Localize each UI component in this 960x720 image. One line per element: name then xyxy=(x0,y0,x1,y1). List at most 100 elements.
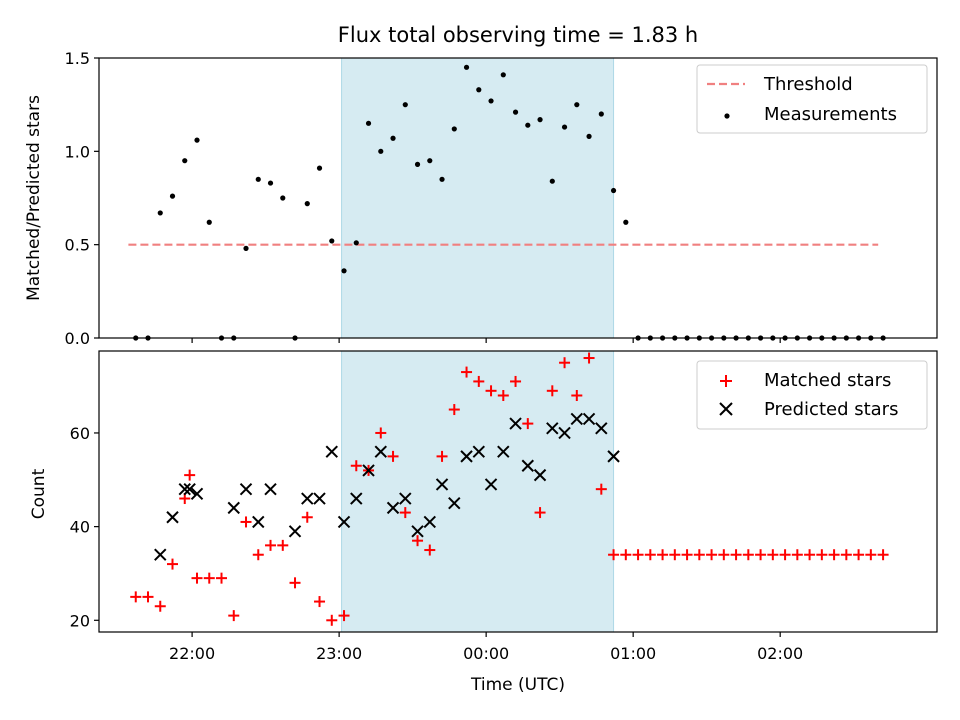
measurement-point xyxy=(476,87,482,93)
top-plot-frame xyxy=(98,57,938,339)
measurement-point xyxy=(169,193,176,199)
legend-measurements-label: Measurements xyxy=(764,104,897,125)
predicted-star-point xyxy=(521,459,535,472)
matched-star-point xyxy=(755,549,767,561)
matched-star-point xyxy=(877,549,889,561)
matched-star-point xyxy=(289,577,301,589)
predicted-star-point xyxy=(239,482,253,496)
measurement-point xyxy=(390,135,396,141)
matched-star-point xyxy=(767,549,779,561)
legend-predicted-label: Predicted stars xyxy=(764,399,898,420)
measurement-point xyxy=(488,98,494,104)
measurement-point xyxy=(365,120,372,126)
xtick-label: 01:00 xyxy=(610,644,656,663)
measurement-point xyxy=(439,176,445,182)
matched-star-point xyxy=(853,549,865,561)
predicted-star-point xyxy=(362,464,375,477)
xtick-label: 00:00 xyxy=(463,644,509,663)
matched-star-point xyxy=(240,516,252,528)
predicted-star-point xyxy=(252,515,265,529)
measurement-point xyxy=(206,219,212,225)
predicted-star-point xyxy=(166,511,179,524)
top-ytick-label: 1.0 xyxy=(65,142,90,161)
predicted-star-point xyxy=(313,492,326,505)
top-ytick-label: 1.5 xyxy=(65,49,90,68)
bottom-ytick-label: 20 xyxy=(70,611,90,630)
matched-star-point xyxy=(424,544,436,556)
matched-star-point xyxy=(375,427,387,439)
predicted-star-point xyxy=(435,478,449,491)
bottom-ytick-label: 40 xyxy=(70,518,90,537)
matched-star-point xyxy=(497,389,509,401)
predicted-star-point xyxy=(190,487,204,501)
predicted-star-point xyxy=(595,422,608,435)
matched-star-point xyxy=(387,450,399,462)
matched-star-point xyxy=(130,591,142,603)
bottom-ytick-label: 60 xyxy=(70,424,90,443)
bottom-legend: Matched stars Predicted stars xyxy=(696,360,928,430)
matched-star-point xyxy=(203,572,215,584)
chart-title: Flux total observing time = 1.83 h xyxy=(338,23,698,47)
matched-star-point xyxy=(657,549,669,561)
predicted-star-point xyxy=(558,426,571,440)
predicted-star-point xyxy=(607,450,620,463)
legend-predicted-swatch xyxy=(719,402,733,416)
matched-star-point xyxy=(804,549,816,561)
matched-star-point xyxy=(865,549,877,561)
matched-star-point xyxy=(277,539,289,551)
predicted-star-point xyxy=(570,412,584,426)
top-y-axis-label: Matched/Predicted stars xyxy=(24,95,44,301)
measurement-point xyxy=(182,158,188,164)
predicted-star-point xyxy=(337,515,351,529)
predicted-star-point xyxy=(448,497,461,510)
x-axis-label: Time (UTC) xyxy=(470,675,565,695)
bottom-panel: 20 40 60 22:00 23:00 00:00 01:00 02:00 Time (U… xyxy=(29,350,938,695)
measurement-point xyxy=(537,117,543,123)
measurement-point xyxy=(194,137,200,143)
measurement-point xyxy=(610,187,617,194)
predicted-star-point xyxy=(264,482,277,496)
matched-star-point xyxy=(742,549,754,561)
measurement-point xyxy=(463,64,470,70)
measurement-point xyxy=(561,124,568,130)
predicted-star-point xyxy=(178,482,191,496)
predicted-star-point xyxy=(497,445,510,458)
matched-star-point xyxy=(632,549,644,561)
measurement-point xyxy=(402,102,408,108)
matched-star-point xyxy=(485,385,497,397)
measurement-point xyxy=(353,240,359,246)
matched-star-point xyxy=(338,610,350,622)
predicted-star-point xyxy=(374,445,387,458)
xtick-label: 23:00 xyxy=(316,644,362,663)
matched-star-point xyxy=(571,389,583,401)
bottom-shaded-span xyxy=(341,350,615,633)
legend-matched-swatch xyxy=(720,375,732,387)
matched-star-point xyxy=(522,418,534,430)
measurement-point xyxy=(280,195,286,201)
matched-star-point xyxy=(840,549,852,561)
top-legend: Threshold Measurements xyxy=(696,64,928,134)
measurement-point xyxy=(378,148,384,154)
measurement-point xyxy=(500,72,506,78)
matched-star-point xyxy=(154,600,166,612)
predicted-star-point xyxy=(411,525,424,538)
matched-star-point xyxy=(228,610,240,622)
matched-star-point xyxy=(399,507,411,519)
measurement-point xyxy=(549,178,555,184)
predicted-star-point xyxy=(301,492,314,505)
bottom-y-axis-label: Count xyxy=(29,468,49,519)
legend-threshold-label: Threshold xyxy=(763,74,853,95)
predicted-star-point xyxy=(350,492,363,505)
measurement-point xyxy=(243,245,249,251)
matched-star-point xyxy=(669,549,681,561)
top-panel: 0.0 0.5 1.0 1.5 Flux total observing time =… xyxy=(24,23,938,348)
matched-star-point xyxy=(730,549,742,561)
matched-star-point xyxy=(326,614,338,626)
xtick-label: 22:00 xyxy=(169,644,215,663)
matched-star-point xyxy=(184,469,196,481)
measurement-point xyxy=(623,219,629,225)
matched-star-point xyxy=(595,483,607,495)
matched-star-point xyxy=(167,558,179,570)
predicted-star-point xyxy=(183,482,196,496)
predicted-star-point xyxy=(582,412,596,426)
